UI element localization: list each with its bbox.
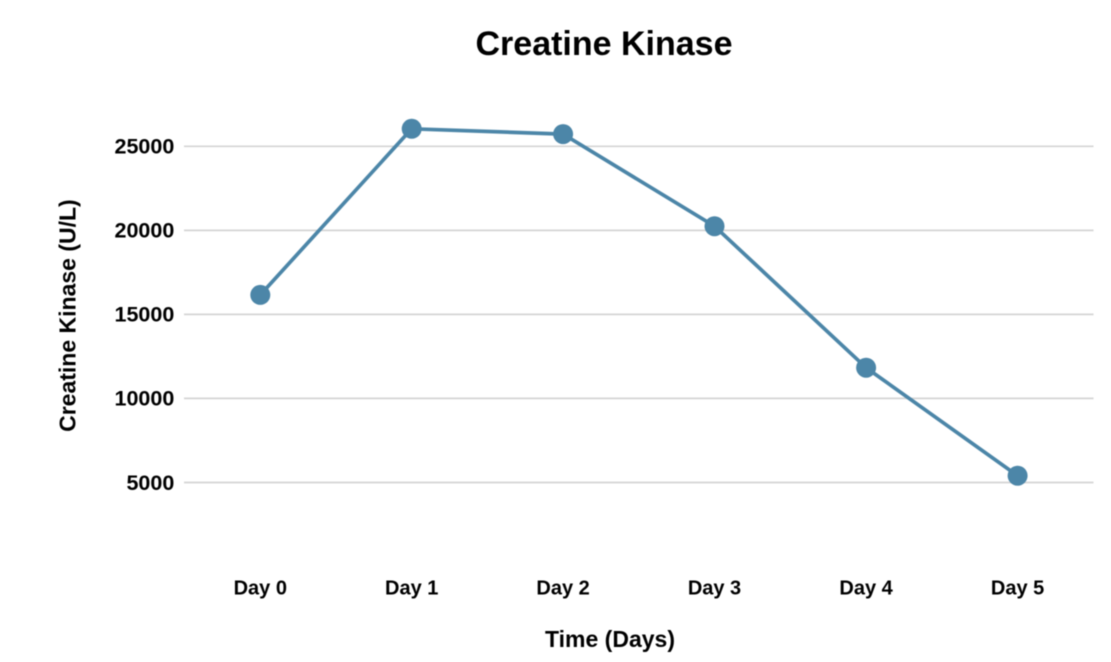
svg-text:Day 1: Day 1 bbox=[385, 578, 438, 600]
svg-text:15000: 15000 bbox=[115, 303, 175, 327]
svg-text:Time (Days): Time (Days) bbox=[545, 626, 675, 652]
svg-text:5000: 5000 bbox=[126, 471, 174, 495]
svg-text:10000: 10000 bbox=[115, 387, 175, 411]
svg-text:25000: 25000 bbox=[115, 135, 175, 159]
svg-text:Day 3: Day 3 bbox=[688, 578, 741, 600]
svg-text:Creatine Kinase: Creatine Kinase bbox=[476, 25, 733, 63]
svg-text:Day 0: Day 0 bbox=[234, 578, 287, 600]
svg-text:20000: 20000 bbox=[115, 219, 175, 243]
svg-text:Creatine Kinase (U/L): Creatine Kinase (U/L) bbox=[55, 199, 81, 432]
svg-text:Day 2: Day 2 bbox=[536, 578, 589, 600]
svg-text:Day 5: Day 5 bbox=[991, 578, 1044, 600]
svg-text:Day 4: Day 4 bbox=[839, 578, 893, 600]
